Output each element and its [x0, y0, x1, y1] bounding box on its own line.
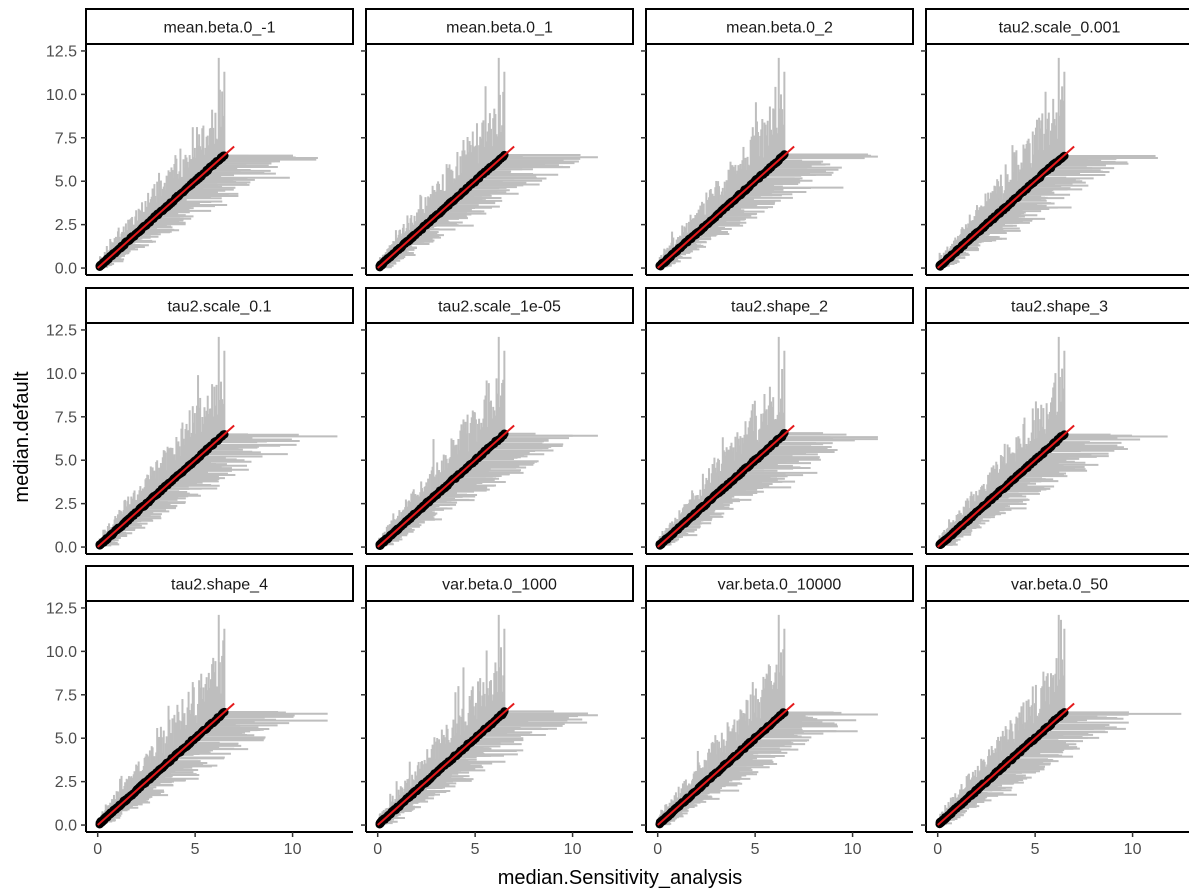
- facet-strip: [85, 8, 354, 45]
- facet-strip-label: var.beta.0_10000: [718, 577, 842, 594]
- x-tick-label: 5: [191, 841, 200, 858]
- facet-strip: [645, 287, 914, 324]
- y-tick-label: 7.5: [55, 687, 77, 704]
- facet-panel: tau2.scale_0.001: [921, 8, 1189, 276]
- y-tick-label: 0.0: [55, 540, 77, 557]
- facet-panel: tau2.shape_3: [921, 287, 1189, 555]
- facet-panel: tau2.scale_1e-05: [361, 287, 634, 555]
- facet-panel: tau2.scale_0.1 0.0 2.5 5.0 7.5 10.0 12.5: [46, 287, 354, 557]
- y-tick-label: 7.5: [55, 130, 77, 147]
- facet-strip-label: tau2.shape_3: [1011, 299, 1108, 316]
- y-tick-label: 0.0: [55, 261, 77, 278]
- y-tick-label: 12.5: [46, 322, 77, 339]
- facet-strip: [365, 565, 634, 602]
- panels: mean.beta.0_-10.02.55.07.510.012.5mean.b…: [46, 8, 1189, 858]
- y-tick-label: 0.0: [55, 818, 77, 835]
- facet-strip-label: mean.beta.0_-1: [163, 20, 275, 37]
- y-tick-label: 5.0: [55, 453, 77, 470]
- y-tick-label: 10.0: [46, 87, 77, 104]
- facet-panel: mean.beta.0_1: [361, 8, 634, 276]
- facet-strip-label: mean.beta.0_1: [446, 20, 553, 37]
- facet-strip: [85, 565, 354, 602]
- facet-strip: [925, 287, 1189, 324]
- x-tick-label: 10: [284, 841, 302, 858]
- reference-line: [97, 702, 235, 826]
- x-tick-label: 10: [564, 841, 582, 858]
- facet-strip: [365, 8, 634, 45]
- y-tick-label: 5.0: [55, 174, 77, 191]
- y-tick-label: 10.0: [46, 644, 77, 661]
- y-tick-label: 2.5: [55, 496, 77, 513]
- facet-panel: tau2.shape_2: [641, 287, 914, 555]
- facet-strip-label: tau2.scale_0.001: [999, 20, 1121, 37]
- facet-strip: [85, 287, 354, 324]
- reference-line: [937, 145, 1075, 269]
- facet-strip-label: tau2.scale_0.1: [167, 299, 271, 316]
- y-tick-label: 7.5: [55, 409, 77, 426]
- reference-line: [97, 424, 235, 548]
- facet-strip: [925, 8, 1189, 45]
- y-tick-label: 10.0: [46, 366, 77, 383]
- y-tick-label: 5.0: [55, 731, 77, 748]
- reference-line: [937, 424, 1075, 548]
- facet-strip: [365, 287, 634, 324]
- y-tick-label: 12.5: [46, 43, 77, 60]
- x-tick-label: 0: [373, 841, 382, 858]
- facet-panel: mean.beta.0_2: [641, 8, 914, 276]
- reference-line: [657, 424, 795, 548]
- facet-panel: tau2.shape_4 0.0 2.5 5.0 7.5 10.0 12.5 0 5 10: [46, 565, 354, 858]
- facet-strip-label: tau2.shape_4: [171, 577, 268, 594]
- facet-strip-label: var.beta.0_1000: [442, 577, 557, 594]
- facet-strip-label: mean.beta.0_2: [726, 20, 833, 37]
- reference-line: [377, 702, 515, 826]
- x-tick-label: 0: [93, 841, 102, 858]
- facet-panel: mean.beta.0_-1 0.0 2.5 5.0 7.5 10.0 12.5: [46, 8, 354, 278]
- y-tick-label: 2.5: [55, 774, 77, 791]
- reference-line: [657, 145, 795, 269]
- facet-strip: [645, 8, 914, 45]
- facet-strip: [645, 565, 914, 602]
- facet-panel: var.beta.0_1000 0 5 10: [361, 565, 634, 858]
- y-tick-label: 2.5: [55, 217, 77, 234]
- x-tick-label: 5: [471, 841, 480, 858]
- y-tick-label: 12.5: [46, 600, 77, 617]
- facet-strip-label: tau2.scale_1e-05: [438, 299, 561, 316]
- reference-line: [377, 424, 515, 548]
- reference-line: [377, 145, 515, 269]
- reference-line: [97, 145, 235, 269]
- facet-strip-label: tau2.shape_2: [731, 299, 828, 316]
